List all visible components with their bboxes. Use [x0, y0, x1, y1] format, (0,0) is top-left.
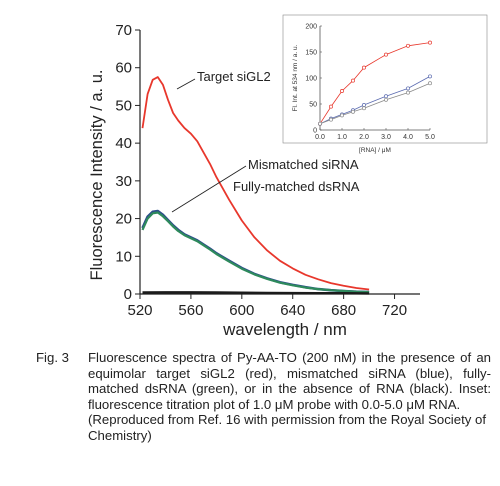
inset-fit-fully-matched-dsrna	[319, 82, 431, 125]
inset-point-mismatched-sirna	[428, 74, 432, 79]
series-line-target-sigl2	[141, 76, 370, 291]
main-y-tick-label: 40	[115, 135, 132, 152]
series-line-fully-matched-dsrna	[141, 211, 370, 294]
inset-x-tick-label: 1.0	[337, 134, 347, 141]
inset-point-fully-matched-dsrna	[318, 121, 322, 126]
inset-point-target-sigl2	[428, 40, 432, 45]
inset-point-fully-matched-dsrna	[362, 106, 366, 111]
fluorescence-figure: 520 560 600 640 680 720 0 10 20 30 40 50 60 70 wavele…	[88, 14, 488, 339]
inset-y-tick-label: 0	[313, 128, 317, 135]
inset-x-tick-label: 0.0	[315, 134, 325, 141]
inset-y-tick-label: 150	[305, 50, 317, 57]
inset-y-tick-label: 50	[309, 102, 317, 109]
inset-point-target-sigl2	[340, 89, 344, 93]
main-y-tick-label: 0	[124, 286, 132, 303]
main-x-tick-label: 600	[229, 302, 254, 319]
inset-point-target-sigl2	[406, 43, 410, 48]
label-fully-matched-dsrna: Fully-matched dsRNA	[233, 179, 360, 194]
inset-frame	[282, 14, 488, 144]
inset-point-target-sigl2	[362, 65, 366, 70]
inset-point-target-sigl2	[351, 78, 355, 83]
inset-point-fully-matched-dsrna	[384, 97, 388, 102]
inset-series	[318, 40, 432, 126]
inset-x-axis-title: [RNA] / μM	[359, 147, 391, 154]
pointer-target-sigl2	[176, 78, 196, 90]
inset-x-tick-label: 4.0	[403, 134, 413, 141]
inset-x-tick-label: 5.0	[425, 134, 435, 141]
main-x-tick-label: 560	[178, 302, 203, 319]
caption-text: Fluorescence spectra of Py-AA-TO (200 nM…	[88, 350, 491, 412]
main-series	[141, 76, 370, 295]
main-y-tick-label: 10	[115, 248, 132, 265]
inset-y-tick-label: 200	[305, 24, 317, 31]
inset-point-mismatched-sirna	[406, 86, 410, 91]
main-x-axis-title: wavelength / nm	[222, 320, 347, 339]
inset-point-target-sigl2	[384, 52, 388, 57]
main-x-tick-label: 680	[331, 302, 356, 319]
inset-point-target-sigl2	[329, 104, 333, 109]
caption-label: Fig. 3	[36, 350, 69, 365]
inset-point-mismatched-sirna	[362, 103, 366, 107]
main-y-tick-label: 30	[115, 173, 132, 190]
inset-fit-target-sigl2	[319, 42, 431, 125]
inset-fit-mismatched-sirna	[319, 76, 431, 125]
caption-reference: (Reproduced from Ref. 16 with permission…	[88, 412, 486, 443]
figure-caption: Fig. 3 Fluorescence spectra of Py-AA-TO …	[36, 350, 491, 444]
inset-point-fully-matched-dsrna	[351, 109, 355, 114]
inset-y-axis-title: Fl. Int. at 534 nm / a. u.	[292, 44, 299, 111]
main-y-tick-label: 20	[115, 211, 132, 228]
inset-point-mismatched-sirna	[384, 94, 388, 99]
inset-x-tick-label: 2.0	[359, 134, 369, 141]
main-y-tick-label: 50	[115, 97, 132, 114]
series-line-mismatched-sirna	[141, 209, 370, 294]
inset-point-fully-matched-dsrna	[340, 113, 344, 118]
inset-point-fully-matched-dsrna	[406, 90, 410, 95]
label-target-sigl2: Target siGL2	[197, 69, 271, 84]
inset-point-fully-matched-dsrna	[329, 117, 333, 122]
label-mismatched-sirna: Mismatched siRNA	[248, 157, 359, 172]
series-line-absence-of-rna	[142, 291, 370, 295]
inset-ticks: 0.0 1.0 2.0 3.0 4.0 5.0 0 50 100 150 200	[305, 24, 435, 142]
main-ticks: 520 560 600 640 680 720 0 10 20 30 40 50 60 70	[115, 22, 407, 319]
main-x-tick-label: 520	[127, 302, 152, 319]
inset-chart: 0.0 1.0 2.0 3.0 4.0 5.0 0 50 100 150 200 [RNA] / μ…	[282, 14, 488, 154]
main-x-tick-label: 720	[382, 302, 407, 319]
inset-point-fully-matched-dsrna	[428, 81, 432, 86]
main-x-tick-label: 640	[280, 302, 305, 319]
main-y-tick-label: 70	[115, 22, 132, 39]
main-chart: 520 560 600 640 680 720 0 10 20 30 40 50 60 70 wavele…	[88, 22, 420, 339]
inset-x-tick-label: 3.0	[381, 134, 391, 141]
pointer-mismatched-sirna	[171, 165, 247, 213]
main-y-tick-label: 60	[115, 60, 132, 77]
main-y-axis-title: Fluorescence Intensity / a. u.	[88, 70, 106, 281]
inset-y-tick-label: 100	[305, 76, 317, 83]
